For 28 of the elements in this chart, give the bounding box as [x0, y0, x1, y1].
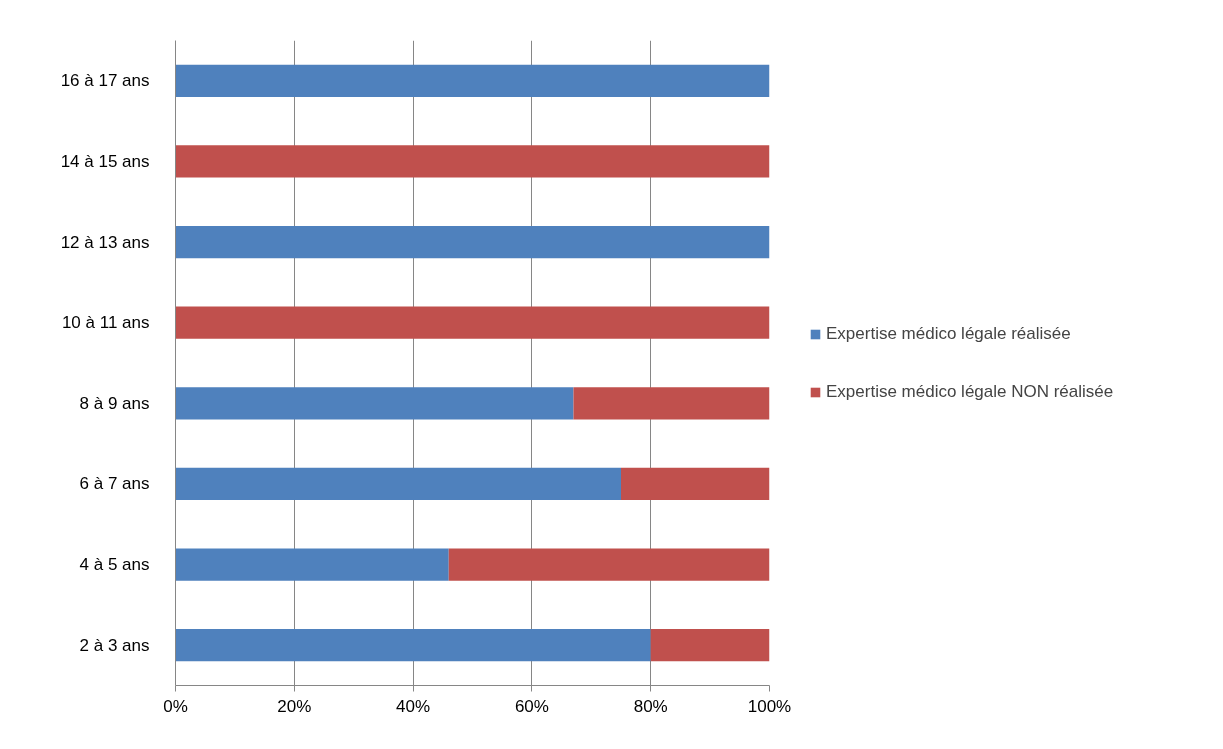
bar: [573, 387, 770, 420]
y-tick-label: 6 à 7 ans: [79, 474, 150, 494]
bar: [175, 306, 770, 339]
bar: [175, 225, 770, 259]
bar: [175, 467, 621, 501]
x-tick-label: 60%: [514, 696, 549, 716]
bar: [650, 629, 770, 662]
bar: [621, 467, 770, 501]
bar: [175, 548, 449, 581]
legend-label: Expertise médico légale NON réalisée: [826, 381, 1114, 402]
y-tick-label: 14 à 15 ans: [60, 151, 150, 171]
y-tick-label: 12 à 13 ans: [60, 232, 150, 252]
y-tick-label: 10 à 11 ans: [61, 313, 150, 333]
x-tick-label: 40%: [396, 696, 431, 716]
y-tick-label: 4 à 5 ans: [79, 555, 150, 575]
bar: [175, 387, 574, 420]
y-tick-label: 16 à 17 ans: [60, 71, 150, 91]
legend-label: Expertise médico légale réalisée: [826, 323, 1071, 344]
bar: [175, 629, 651, 662]
y-tick-label: 2 à 3 ans: [79, 635, 150, 655]
x-tick-label: 20%: [277, 696, 312, 716]
x-tick-label: 0%: [163, 696, 188, 716]
x-tick-label: 80%: [633, 696, 668, 716]
bar: [448, 548, 770, 581]
y-tick-label: 8 à 9 ans: [79, 393, 150, 413]
bar: [175, 64, 770, 97]
bar: [175, 145, 770, 178]
x-tick-label: 100%: [747, 696, 792, 716]
